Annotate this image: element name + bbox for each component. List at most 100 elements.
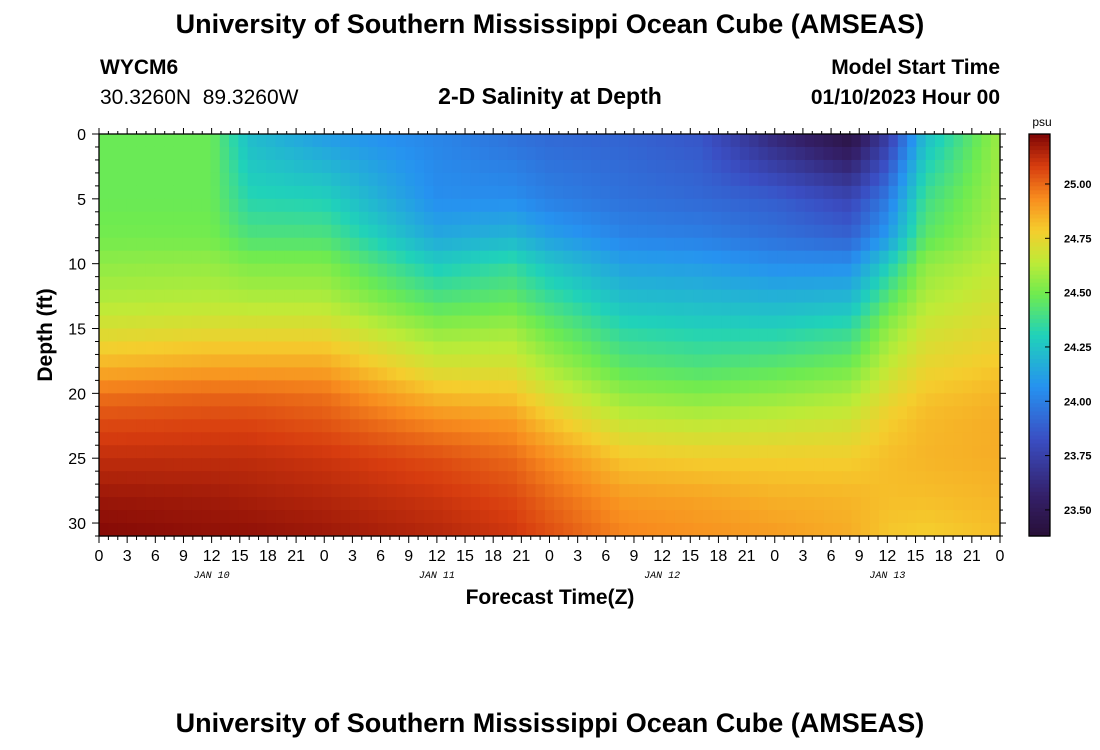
heatmap-cell xyxy=(758,406,769,420)
heatmap-cell xyxy=(451,172,462,187)
heatmap-cell xyxy=(210,302,221,317)
heatmap-cell xyxy=(312,276,323,291)
heatmap-cell xyxy=(934,198,945,213)
heatmap-cell xyxy=(600,341,611,356)
colorbar-swatch xyxy=(1029,359,1050,364)
heatmap-cell xyxy=(656,146,667,161)
heatmap-cell xyxy=(470,367,481,381)
heatmap-cell xyxy=(925,380,936,394)
heatmap-cell xyxy=(832,302,843,317)
heatmap-cell xyxy=(647,432,657,446)
heatmap-cell xyxy=(136,367,147,381)
heatmap-cell xyxy=(470,159,481,174)
heatmap-cell xyxy=(628,237,639,252)
heatmap-cell xyxy=(990,432,1001,446)
heatmap-cell xyxy=(229,263,239,278)
heatmap-cell xyxy=(303,134,314,148)
heatmap-cell xyxy=(507,198,518,213)
heatmap-cell xyxy=(229,484,239,498)
heatmap-cell xyxy=(303,341,314,356)
heatmap-cell xyxy=(739,276,750,291)
heatmap-cell xyxy=(154,367,165,381)
heatmap-cell xyxy=(795,224,806,239)
heatmap-cell xyxy=(359,341,369,356)
heatmap-cell xyxy=(749,302,760,317)
heatmap-cell xyxy=(962,172,973,187)
heatmap-cell xyxy=(256,185,267,200)
heatmap-cell xyxy=(340,224,351,239)
heatmap-cell xyxy=(99,523,109,537)
heatmap-cell xyxy=(777,250,787,265)
heatmap-cell xyxy=(665,328,676,343)
heatmap-cell xyxy=(340,510,351,524)
heatmap-cell xyxy=(377,276,388,291)
heatmap-cell xyxy=(461,211,472,226)
heatmap-cell xyxy=(897,211,908,226)
heatmap-cell xyxy=(619,484,630,498)
heatmap-cell xyxy=(684,458,695,472)
heatmap-cell xyxy=(591,211,602,226)
heatmap-cell xyxy=(860,224,871,239)
heatmap-cell xyxy=(637,185,648,200)
heatmap-cell xyxy=(907,445,917,459)
heatmap-cell xyxy=(164,134,174,148)
heatmap-cell xyxy=(451,354,462,369)
heatmap-cell xyxy=(535,146,546,161)
heatmap-cell xyxy=(99,224,109,239)
heatmap-cell xyxy=(340,146,351,161)
heatmap-cell xyxy=(832,198,843,213)
heatmap-cell xyxy=(535,172,546,187)
y-tick-label: 20 xyxy=(68,386,86,403)
heatmap-cell xyxy=(786,250,797,265)
heatmap-cell xyxy=(451,146,462,161)
heatmap-cell xyxy=(340,185,351,200)
heatmap-cell xyxy=(238,341,249,356)
heatmap-cell xyxy=(665,471,676,485)
heatmap-cell xyxy=(749,406,760,420)
heatmap-cell xyxy=(554,159,565,174)
heatmap-cell xyxy=(154,289,165,304)
date-label: JAN 12 xyxy=(644,571,680,582)
heatmap-cell xyxy=(219,406,230,420)
heatmap-cell xyxy=(721,458,732,472)
heatmap-cell xyxy=(396,471,407,485)
heatmap-cell xyxy=(321,354,332,369)
heatmap-cell xyxy=(944,146,955,161)
heatmap-cell xyxy=(934,445,945,459)
heatmap-cell xyxy=(470,484,481,498)
heatmap-cell xyxy=(164,419,174,433)
heatmap-cell xyxy=(972,406,983,420)
colorbar-swatch xyxy=(1029,246,1050,252)
heatmap-cell xyxy=(516,237,527,252)
heatmap-cell xyxy=(182,289,193,304)
heatmap-cell xyxy=(433,172,444,187)
heatmap-cell xyxy=(275,134,286,148)
heatmap-cell xyxy=(154,393,165,407)
heatmap-cell xyxy=(433,341,444,356)
heatmap-cell xyxy=(851,250,862,265)
heatmap-cell xyxy=(888,185,899,200)
heatmap-cell xyxy=(461,328,472,343)
heatmap-cell xyxy=(869,367,880,381)
heatmap-cell xyxy=(823,224,834,239)
heatmap-cell xyxy=(359,263,369,278)
heatmap-cell xyxy=(433,367,444,381)
y-tick-label: 0 xyxy=(77,127,86,144)
heatmap-cell xyxy=(823,198,834,213)
heatmap-cell xyxy=(619,159,630,174)
heatmap-cell xyxy=(368,211,379,226)
heatmap-cell xyxy=(507,289,518,304)
heatmap-cell xyxy=(730,328,741,343)
heatmap-cell xyxy=(414,497,425,511)
heatmap-cell xyxy=(990,484,1001,498)
heatmap-cell xyxy=(173,185,184,200)
heatmap-cell xyxy=(554,354,565,369)
heatmap-cell xyxy=(934,471,945,485)
heatmap-cell xyxy=(925,224,936,239)
heatmap-cell xyxy=(981,302,992,317)
heatmap-cell xyxy=(972,159,983,174)
heatmap-cell xyxy=(331,484,342,498)
heatmap-cell xyxy=(693,523,704,537)
heatmap-cell xyxy=(479,224,490,239)
heatmap-cell xyxy=(256,328,267,343)
